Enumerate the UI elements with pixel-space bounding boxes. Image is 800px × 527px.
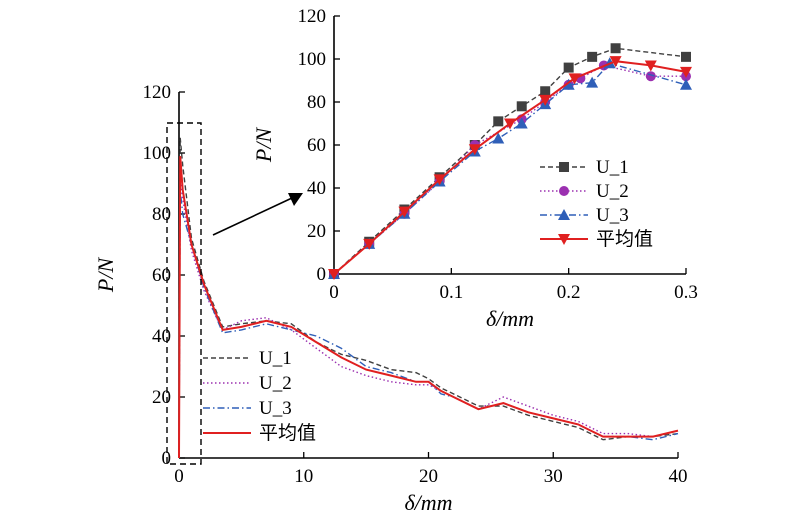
y-tick-label: 20 (307, 221, 326, 242)
data-point-marker (492, 132, 505, 144)
series-line-3 (178, 156, 679, 459)
data-point-marker (493, 116, 504, 127)
x-tick-label: 10 (294, 466, 313, 487)
legend-marker (558, 234, 570, 245)
x-tick-label: 0 (329, 282, 339, 303)
zoom-region-box (166, 122, 202, 465)
series-line-2 (178, 189, 679, 459)
y-tick-label: 60 (307, 135, 326, 156)
legend-marker (559, 186, 569, 196)
data-point-marker (587, 51, 598, 62)
data-point-marker (516, 101, 527, 112)
y-tick-label: 80 (152, 204, 171, 225)
data-point-marker (644, 60, 657, 72)
data-point-marker (328, 269, 340, 280)
x-axis-title: δ/mm (404, 490, 452, 515)
x-tick-label: 30 (544, 466, 563, 487)
inset-plot: 0 0.1 0.2 0.3 0 20 40 60 80 100 120 δ/mm P/N U_1 U_2 U_… (251, 6, 698, 331)
zoom-arrowhead (288, 193, 303, 206)
legend-label: U_1 (259, 348, 292, 369)
legend-label: 平均值 (596, 228, 653, 250)
y-tick-label: 40 (152, 326, 171, 347)
data-point-marker (540, 86, 551, 97)
data-point-marker (504, 118, 516, 130)
x-tick-label: 0.3 (674, 282, 698, 303)
y-tick-label: 120 (298, 6, 327, 27)
x-tick-label: 0.1 (439, 282, 463, 303)
legend-label: U_3 (596, 205, 629, 226)
x-tick-label: 20 (419, 466, 438, 487)
legend-label: U_2 (596, 181, 629, 202)
x-tick-label: 40 (669, 466, 688, 487)
series-line-1 (178, 177, 679, 459)
x-tick-label: 0.2 (557, 282, 581, 303)
series-line-1 (333, 64, 686, 275)
legend-label: U_1 (596, 157, 629, 178)
data-point-marker (515, 117, 528, 129)
y-tick-label: 120 (143, 82, 172, 103)
legend-label: U_3 (259, 398, 292, 419)
data-point-marker (539, 94, 552, 106)
y-axis-title: P/N (251, 127, 276, 164)
data-point-marker (562, 78, 575, 90)
data-point-marker (680, 66, 692, 78)
y-tick-label: 40 (307, 178, 326, 199)
data-point-marker (568, 73, 581, 85)
legend-label: 平均值 (259, 422, 316, 444)
data-point-marker (610, 43, 621, 54)
data-point-marker (586, 76, 599, 88)
legend-marker (558, 209, 570, 220)
data-point-marker (680, 78, 692, 90)
x-tick-label: 0 (174, 466, 184, 487)
data-point-marker (363, 238, 376, 250)
y-tick-label: 0 (317, 264, 327, 285)
data-point-marker (398, 206, 411, 218)
y-axis-title: P/N (93, 257, 118, 294)
x-axis-title: δ/mm (486, 306, 534, 331)
series-line-0 (178, 137, 679, 459)
zoom-indicator (166, 122, 303, 465)
y-tick-label: 100 (298, 49, 327, 70)
data-point-marker (609, 56, 622, 68)
legend-marker (559, 162, 569, 172)
data-point-marker (433, 174, 446, 186)
y-tick-label: 0 (162, 448, 172, 469)
zoom-arrow-line (212, 197, 293, 236)
series-line-2 (333, 62, 687, 275)
y-tick-label: 20 (152, 387, 171, 408)
legend-label: U_2 (259, 373, 292, 394)
data-point-marker (563, 62, 574, 73)
y-tick-label: 60 (152, 265, 171, 286)
y-tick-label: 80 (307, 92, 326, 113)
y-tick-label: 100 (143, 143, 172, 164)
main-plot: 0 10 20 30 40 0 20 40 60 80 100 120 δ/mm P/N U_1 U_2 U_3… (93, 82, 688, 515)
data-point-marker (468, 144, 481, 156)
data-point-marker (681, 51, 691, 62)
